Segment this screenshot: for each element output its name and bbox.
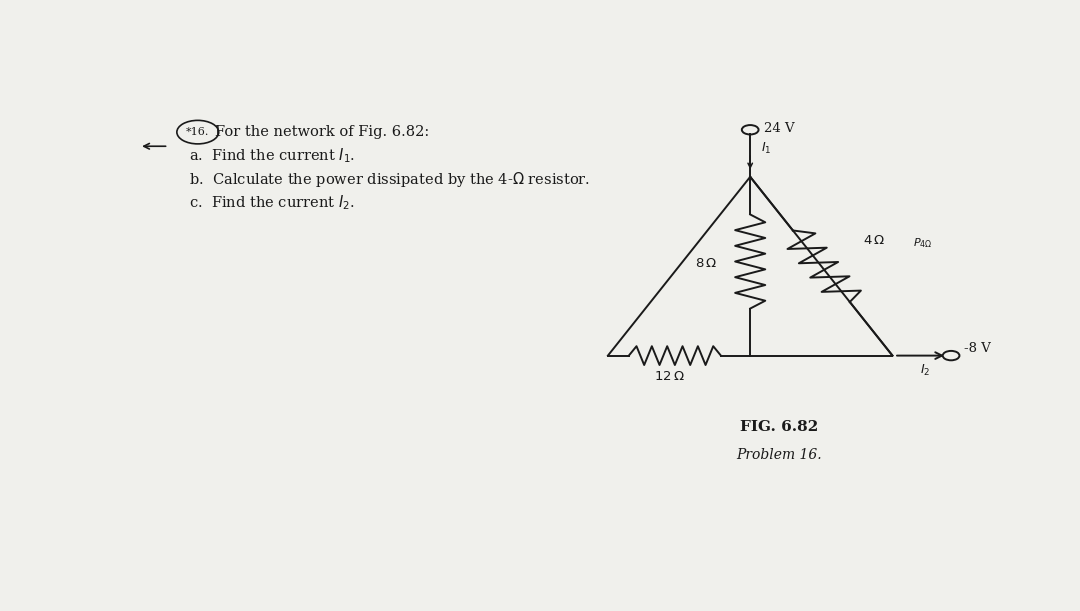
Text: $12\,\Omega$: $12\,\Omega$: [653, 370, 685, 383]
Text: 24 V: 24 V: [765, 122, 795, 135]
Text: -8 V: -8 V: [963, 342, 990, 355]
Text: $P_{4\Omega}$: $P_{4\Omega}$: [914, 236, 933, 249]
Text: $I_2$: $I_2$: [920, 363, 930, 378]
Text: Problem 16.: Problem 16.: [737, 448, 822, 462]
Text: $8\,\Omega$: $8\,\Omega$: [694, 257, 717, 270]
Text: $I_1$: $I_1$: [761, 141, 771, 156]
Text: FIG. 6.82: FIG. 6.82: [741, 420, 819, 434]
Text: b.  Calculate the power dissipated by the 4-$\Omega$ resistor.: b. Calculate the power dissipated by the…: [189, 170, 591, 189]
Text: a.  Find the current $I_1$.: a. Find the current $I_1$.: [189, 146, 355, 165]
Text: $4\,\Omega$: $4\,\Omega$: [863, 234, 886, 247]
Text: *16.: *16.: [186, 127, 210, 137]
Text: For the network of Fig. 6.82:: For the network of Fig. 6.82:: [215, 125, 429, 139]
Text: c.  Find the current $I_2$.: c. Find the current $I_2$.: [189, 193, 355, 212]
